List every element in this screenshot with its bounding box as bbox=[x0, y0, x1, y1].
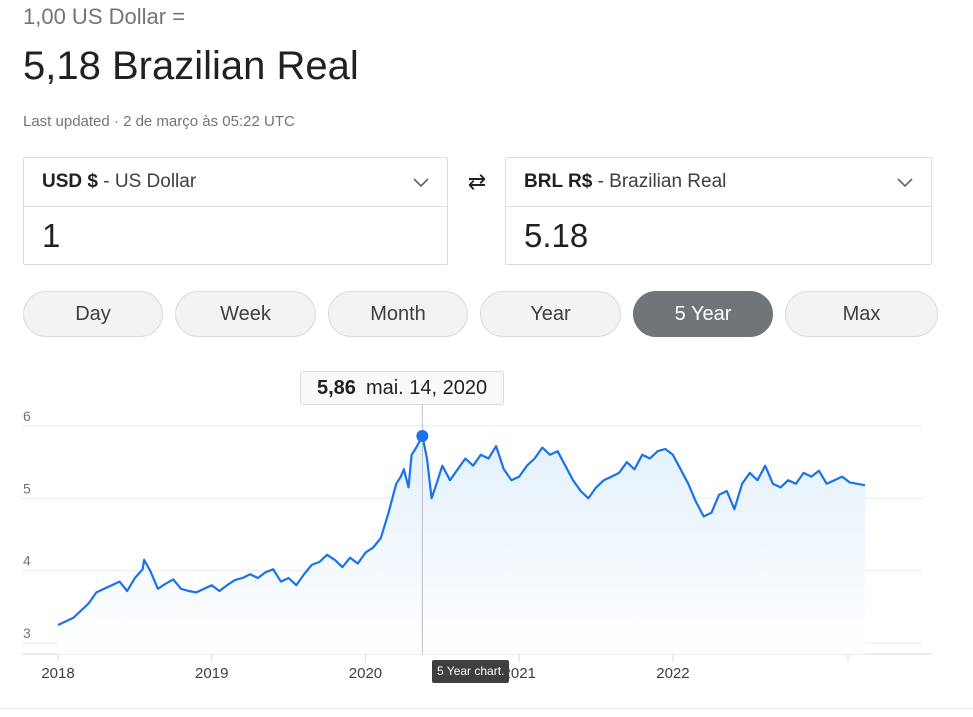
x-tick-label: 2021 bbox=[503, 665, 536, 682]
chevron-down-icon bbox=[897, 178, 913, 188]
tab-week[interactable]: Week bbox=[175, 291, 316, 337]
from-currency-select[interactable]: USD $ - US Dollar bbox=[24, 158, 447, 207]
chart-caption: 5 Year chart. bbox=[432, 660, 510, 683]
to-currency-select[interactable]: BRL R$ - Brazilian Real bbox=[506, 158, 931, 207]
from-amount-input[interactable]: 1 bbox=[42, 217, 61, 254]
x-tick-label: 2022 bbox=[656, 665, 689, 682]
y-tick-label: 3 bbox=[23, 625, 31, 641]
exchange-rate-chart[interactable]: 3 4 5 6 2018 2019 2020 2021 2022 bbox=[0, 355, 973, 717]
tab-max[interactable]: Max bbox=[785, 291, 938, 337]
y-tick-label: 6 bbox=[23, 408, 31, 424]
chart-tooltip: 5,86 mai. 14, 2020 bbox=[300, 371, 505, 405]
to-currency-code: BRL R$ bbox=[524, 171, 593, 192]
tab-day[interactable]: Day bbox=[23, 291, 163, 337]
tab-month[interactable]: Month bbox=[328, 291, 468, 337]
highlight-point bbox=[416, 430, 429, 443]
x-tick-label: 2020 bbox=[349, 665, 382, 682]
from-currency-box: USD $ - US Dollar 1 bbox=[23, 157, 448, 265]
to-amount-input[interactable]: 5.18 bbox=[524, 217, 589, 254]
x-tick-label: 2019 bbox=[195, 665, 228, 682]
conversion-result: 5,18 Brazilian Real bbox=[23, 44, 359, 88]
tab-year[interactable]: Year bbox=[480, 291, 621, 337]
tab-5-year[interactable]: 5 Year bbox=[633, 291, 773, 337]
from-currency-code: USD $ bbox=[42, 171, 98, 192]
x-tick-label: 2018 bbox=[41, 665, 74, 682]
tooltip-date: mai. 14, 2020 bbox=[365, 376, 488, 399]
y-tick-label: 4 bbox=[23, 553, 31, 569]
divider bbox=[0, 708, 973, 709]
to-currency-box: BRL R$ - Brazilian Real 5.18 bbox=[505, 157, 932, 265]
unit-line: 1,00 US Dollar = bbox=[23, 4, 186, 29]
from-currency-name: - US Dollar bbox=[97, 171, 197, 192]
chevron-down-icon bbox=[413, 178, 429, 188]
y-tick-label: 5 bbox=[23, 480, 31, 496]
last-updated: Last updated · 2 de março às 05:22 UTC bbox=[23, 113, 295, 130]
series-line bbox=[57, 434, 866, 626]
series-area bbox=[58, 436, 866, 654]
swap-icon[interactable]: ⇄ bbox=[467, 169, 487, 194]
to-currency-name: - Brazilian Real bbox=[592, 171, 727, 192]
tooltip-value: 5,86 bbox=[317, 376, 356, 399]
chart-svg: 3 4 5 6 2018 2019 2020 2021 2022 bbox=[22, 403, 932, 682]
